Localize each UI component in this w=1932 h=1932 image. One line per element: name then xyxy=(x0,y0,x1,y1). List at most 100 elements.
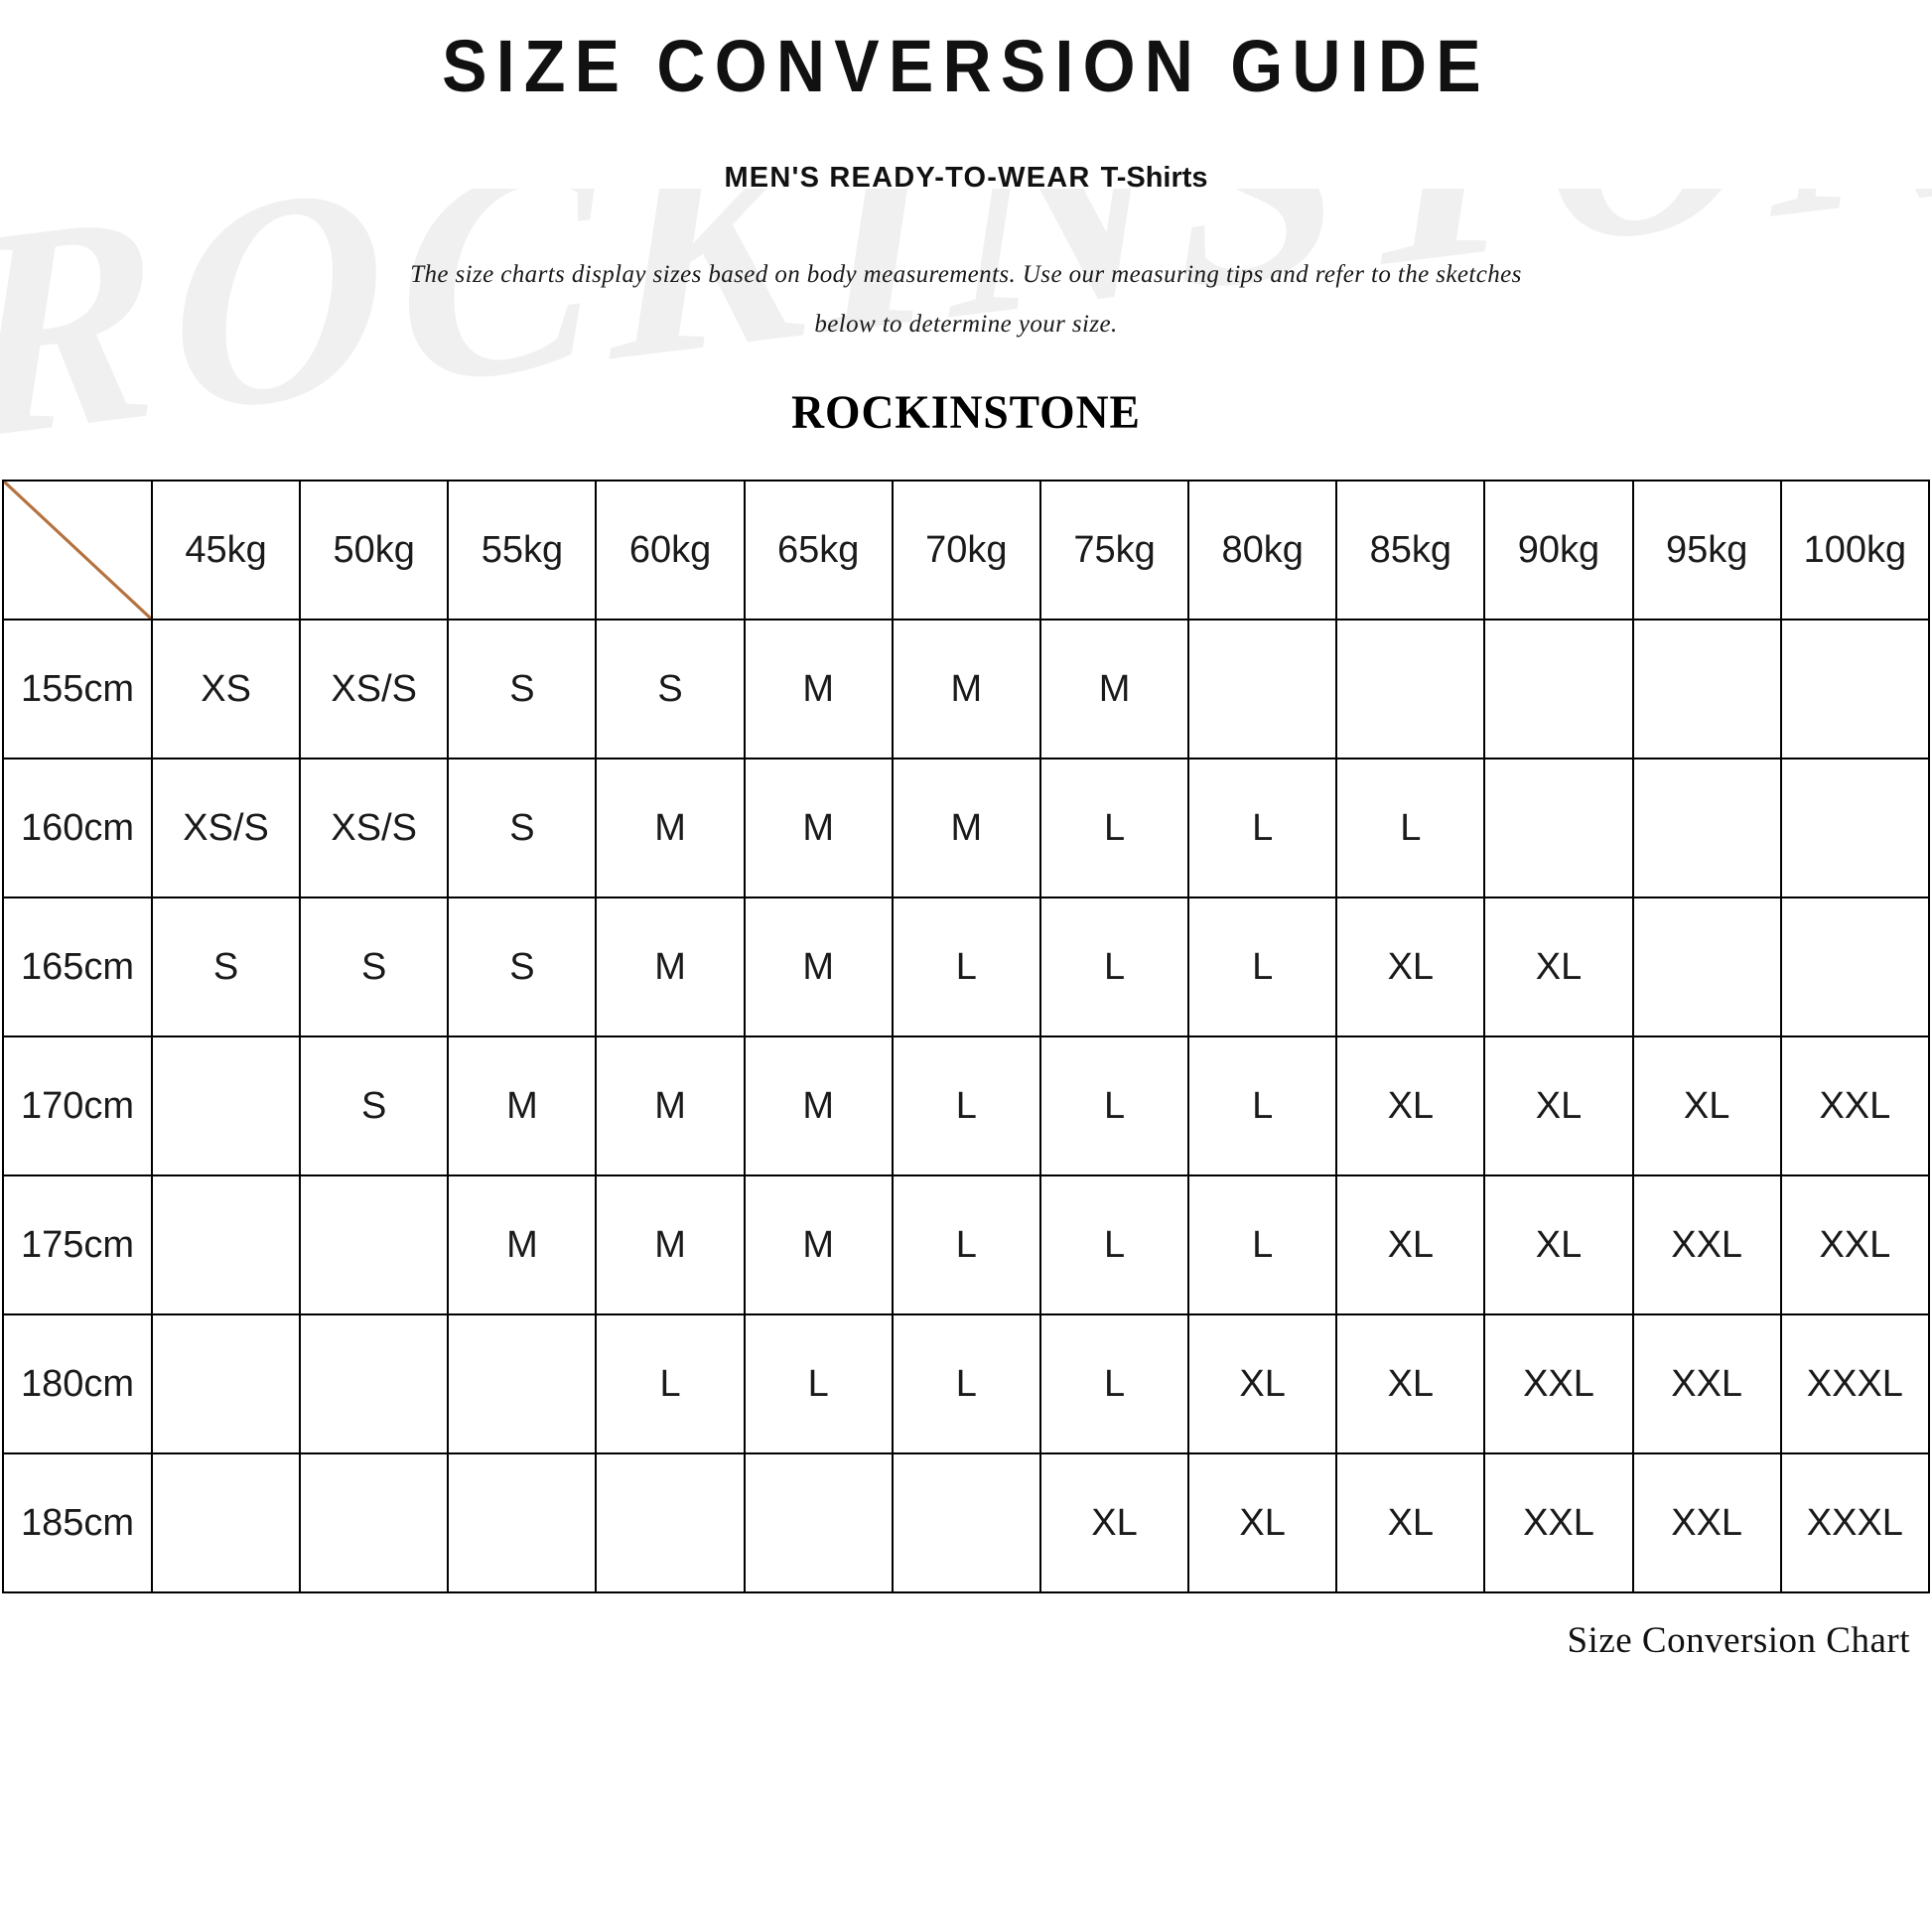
row-header-height: 160cm xyxy=(2,758,153,898)
size-cell: L xyxy=(891,1174,1041,1315)
column-header-weight: 55kg xyxy=(447,480,598,621)
size-cell: S xyxy=(447,619,598,759)
size-cell-empty xyxy=(1779,897,1931,1037)
size-cell: XS/S xyxy=(150,758,302,898)
row-header-height: 175cm xyxy=(2,1174,153,1315)
page-title: SIZE CONVERSION GUIDE xyxy=(442,25,1490,107)
size-cell: XXL xyxy=(1631,1174,1782,1315)
size-cell-empty xyxy=(1779,619,1931,759)
size-cell: M xyxy=(891,619,1041,759)
column-header-weight: 90kg xyxy=(1483,480,1634,621)
size-cell: XS/S xyxy=(299,758,450,898)
column-header-weight: 80kg xyxy=(1187,480,1338,621)
size-cell: XL xyxy=(1335,1313,1486,1454)
size-cell: L xyxy=(1038,897,1190,1037)
column-header-weight: 85kg xyxy=(1335,480,1486,621)
size-cell-empty xyxy=(447,1313,598,1454)
size-cell-empty xyxy=(150,1174,302,1315)
size-cell: XL xyxy=(1631,1035,1782,1176)
size-cell: M xyxy=(595,897,746,1037)
size-cell-empty xyxy=(299,1174,450,1315)
size-cell: S xyxy=(447,897,598,1037)
document-header: SIZE CONVERSION GUIDE MEN'S READY-TO-WEA… xyxy=(0,0,1932,440)
size-cell: S xyxy=(150,897,302,1037)
size-cell: M xyxy=(743,897,894,1037)
size-cell: XL xyxy=(1335,1035,1486,1176)
table-row: 175cm M M M L L L XL XL XXL XXL xyxy=(2,1174,1931,1315)
size-cell: M xyxy=(447,1174,598,1315)
size-cell: XXXL xyxy=(1779,1313,1931,1454)
size-cell: M xyxy=(595,758,746,898)
column-header-weight: 75kg xyxy=(1038,480,1190,621)
size-cell: L xyxy=(1038,1035,1190,1176)
row-header-height: 165cm xyxy=(2,897,153,1037)
table-row: 160cm XS/S XS/S S M M M L L L xyxy=(2,758,1931,898)
table-row: 180cm L L L L XL XL XXL XXL XXXL xyxy=(2,1313,1931,1454)
size-cell: XXL xyxy=(1631,1313,1782,1454)
size-cell: XXL xyxy=(1483,1313,1634,1454)
size-cell: S xyxy=(299,1035,450,1176)
size-cell: M xyxy=(447,1035,598,1176)
column-header-weight: 95kg xyxy=(1631,480,1782,621)
size-cell-empty xyxy=(299,1452,450,1593)
size-cell-empty xyxy=(1631,897,1782,1037)
size-cell-empty xyxy=(891,1452,1041,1593)
footer-caption: Size Conversion Chart xyxy=(1567,1620,1910,1661)
size-cell: L xyxy=(1187,1035,1338,1176)
size-cell: L xyxy=(891,1035,1041,1176)
table-row: 155cm XS XS/S S S M M M xyxy=(2,619,1931,759)
size-cell-empty xyxy=(1483,619,1634,759)
size-cell: L xyxy=(1038,1174,1190,1315)
size-cell: L xyxy=(1187,897,1338,1037)
row-header-height: 185cm xyxy=(2,1452,153,1593)
size-cell: XS xyxy=(150,619,302,759)
size-cell: L xyxy=(743,1313,894,1454)
column-header-weight: 70kg xyxy=(891,480,1041,621)
size-cell-empty xyxy=(150,1035,302,1176)
size-cell-empty xyxy=(743,1452,894,1593)
size-cell: XXL xyxy=(1779,1035,1931,1176)
size-conversion-table: 45kg 50kg 55kg 60kg 65kg 70kg 75kg 80kg 85kg 90kg… xyxy=(2,480,1931,1593)
size-cell: XL xyxy=(1335,1452,1486,1593)
size-cell-empty xyxy=(150,1313,302,1454)
table-header-row: 45kg 50kg 55kg 60kg 65kg 70kg 75kg 80kg 85kg 90kg… xyxy=(2,480,1931,621)
size-cell: XL xyxy=(1187,1313,1338,1454)
column-header-weight: 45kg xyxy=(150,480,302,621)
size-cell: L xyxy=(595,1313,746,1454)
size-cell: L xyxy=(1038,1313,1190,1454)
size-cell: XL xyxy=(1483,1174,1634,1315)
size-cell-empty xyxy=(1631,758,1782,898)
size-cell-empty xyxy=(1335,619,1486,759)
column-header-weight: 60kg xyxy=(595,480,746,621)
size-cell: L xyxy=(891,897,1041,1037)
subtitle-product: T-Shirts xyxy=(1100,162,1208,194)
size-cell-empty xyxy=(1779,758,1931,898)
row-header-height: 180cm xyxy=(2,1313,153,1454)
size-cell: M xyxy=(595,1035,746,1176)
table-corner-cell xyxy=(2,480,153,621)
size-cell: XL xyxy=(1483,897,1634,1037)
subtitle: MEN'S READY-TO-WEAR T-Shirts xyxy=(0,162,1932,195)
size-cell: M xyxy=(891,758,1041,898)
size-cell: L xyxy=(1335,758,1486,898)
size-cell-empty xyxy=(1483,758,1634,898)
size-cell: XL xyxy=(1335,1174,1486,1315)
size-cell: L xyxy=(1187,1174,1338,1315)
size-cell: L xyxy=(1187,758,1338,898)
size-cell: M xyxy=(743,1035,894,1176)
size-cell: L xyxy=(1038,758,1190,898)
size-cell: XL xyxy=(1038,1452,1190,1593)
size-cell: M xyxy=(743,1174,894,1315)
size-cell: XXL xyxy=(1631,1452,1782,1593)
column-header-weight: 50kg xyxy=(299,480,450,621)
size-cell: XXL xyxy=(1779,1174,1931,1315)
size-cell: M xyxy=(595,1174,746,1315)
size-cell: XL xyxy=(1483,1035,1634,1176)
size-cell: XXL xyxy=(1483,1452,1634,1593)
size-cell: XS/S xyxy=(299,619,450,759)
size-cell: S xyxy=(595,619,746,759)
table-row: 165cm S S S M M L L L XL XL xyxy=(2,897,1931,1037)
description-text: The size charts display sizes based on b… xyxy=(410,261,1522,338)
size-cell: S xyxy=(447,758,598,898)
